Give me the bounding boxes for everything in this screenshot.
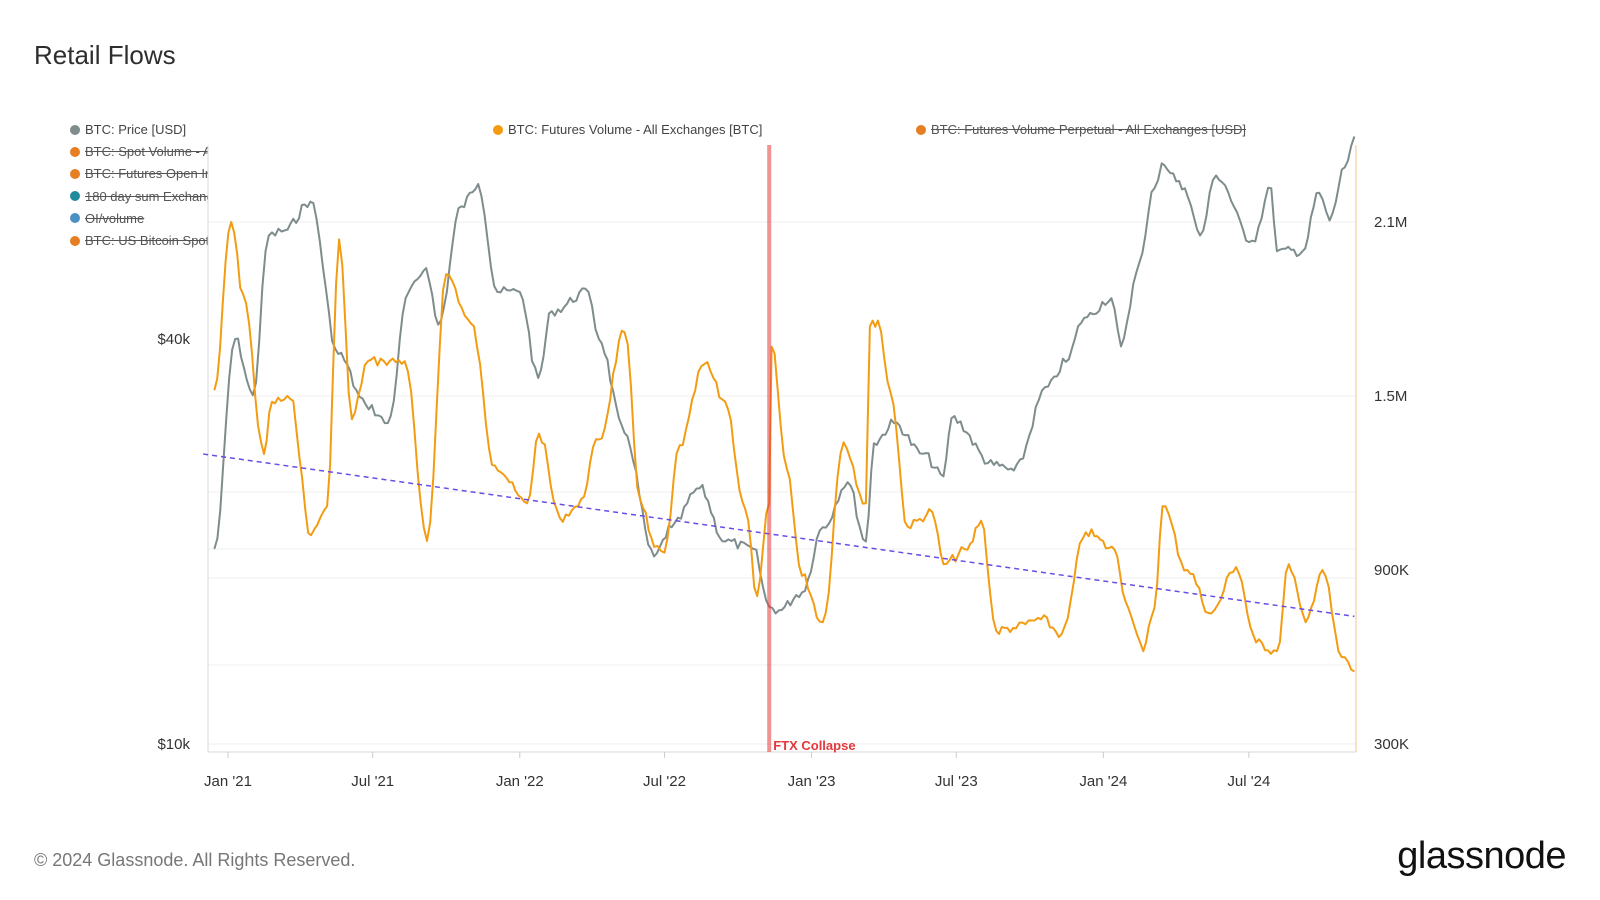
legend-dot-icon xyxy=(70,191,80,202)
annotation-layer: FTX Collapse xyxy=(203,145,1355,753)
legend-dot-icon xyxy=(70,213,80,224)
x-tick-label: Jan '22 xyxy=(496,773,544,790)
y-right-tick-label: 1.5M xyxy=(1374,388,1407,405)
ftx-marker xyxy=(767,145,772,752)
plot-area xyxy=(208,145,1356,752)
copyright: © 2024 Glassnode. All Rights Reserved. xyxy=(34,850,356,870)
legend-item[interactable]: BTC: Price [USD] xyxy=(70,122,186,137)
x-tick-label: Jul '23 xyxy=(935,773,978,790)
x-tick-label: Jan '21 xyxy=(204,773,252,790)
brand-logo[interactable]: glassnode xyxy=(1397,835,1566,877)
ftx-label: FTX Collapse xyxy=(773,738,855,753)
legend-label: BTC: Futures Volume Perpetual - All Exch… xyxy=(931,122,1247,137)
legend-item[interactable]: BTC: Futures Volume Perpetual - All Exch… xyxy=(916,122,1246,137)
legend-label: OI/volume xyxy=(85,210,145,226)
legend-label: BTC: Futures Volume - All Exchanges [BTC… xyxy=(508,122,763,137)
y-left-tick-label: $10k xyxy=(157,736,190,753)
series-layer xyxy=(213,136,1356,673)
x-tick-label: Jul '21 xyxy=(351,773,394,790)
series-line-btc-price xyxy=(213,136,1356,615)
y-left-tick-label: $40k xyxy=(157,331,190,348)
y-right-tick-label: 300K xyxy=(1374,736,1409,753)
series-line-futures-volume xyxy=(213,221,1355,673)
legend-label: BTC: Price [USD] xyxy=(85,122,187,137)
legend-dot-icon xyxy=(70,168,80,179)
legend-item[interactable]: BTC: Futures Volume - All Exchanges [BTC… xyxy=(493,122,762,137)
y-right-tick-label: 2.1M xyxy=(1374,214,1407,231)
axes: Jan '21 Jul '21 Jan '22 Jul '22 Jan '23 Jul '… xyxy=(157,145,1409,790)
legend-item[interactable]: OI/volume xyxy=(70,211,144,226)
x-tick-label: Jan '24 xyxy=(1079,773,1127,790)
grid xyxy=(208,221,1356,745)
legend-dot-icon xyxy=(70,146,80,157)
legend-dot-icon xyxy=(493,124,503,135)
chart-title: Retail Flows xyxy=(34,40,176,70)
x-tick-label: Jul '24 xyxy=(1227,773,1270,790)
y-right-tick-label: 900K xyxy=(1374,562,1409,579)
x-tick-label: Jul '22 xyxy=(643,773,686,790)
trendline xyxy=(203,453,1355,618)
x-tick-label: Jan '23 xyxy=(788,773,836,790)
legend-dot-icon xyxy=(70,124,80,135)
legend-dot-icon xyxy=(916,124,926,135)
legend-dot-icon xyxy=(70,235,80,246)
